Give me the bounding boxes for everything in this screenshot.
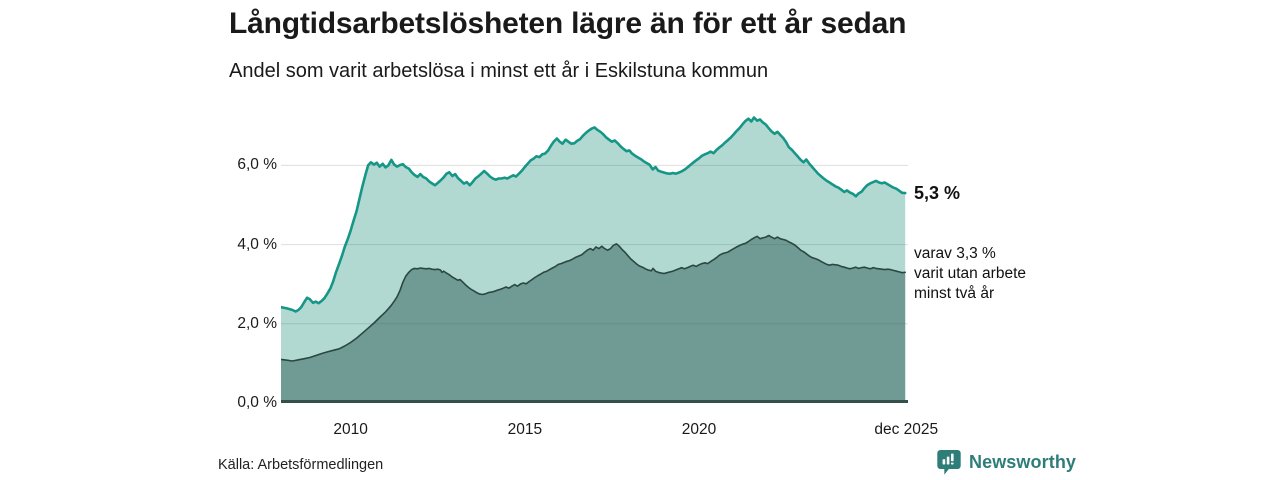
sub-annotation-line: varit utan arbete: [914, 265, 1027, 283]
y-tick-label: 0,0 %: [237, 394, 277, 411]
end-value-label: 5,3 %: [914, 183, 961, 204]
newsworthy-wordmark: Newsworthy: [969, 452, 1077, 472]
plot-area: [281, 110, 908, 403]
sub-annotation-line: varav 3,3 %: [914, 245, 996, 263]
series-line-1: [281, 234, 906, 362]
chart-subtitle: Andel som varit arbetslösa i minst ett å…: [229, 60, 769, 82]
y-tick-label: 2,0 %: [237, 314, 277, 332]
sub-series-annotation: varav 3,3 % varit utan arbete minst två …: [914, 244, 1026, 304]
area-fill-1: [281, 235, 906, 403]
newsworthy-icon: [937, 450, 961, 475]
x-tick-label: dec 2025: [874, 421, 939, 438]
y-tick-label: 4,0 %: [237, 235, 277, 253]
x-tick-label: 2015: [507, 421, 543, 438]
page-title: Långtidsarbetslösheten lägre än för ett …: [229, 7, 907, 40]
newsworthy-logo[interactable]: Newsworthy: [936, 449, 1076, 476]
x-tick-label: 2020: [681, 421, 717, 438]
sub-annotation-line: minst två år: [914, 285, 995, 303]
x-tick-label: 2010: [333, 421, 368, 438]
series-line-0: [281, 116, 907, 313]
area-chart-svg: [281, 116, 908, 403]
y-tick-label: 6,0 %: [237, 156, 277, 174]
source-label: Källa: Arbetsförmedlingen: [218, 457, 384, 473]
